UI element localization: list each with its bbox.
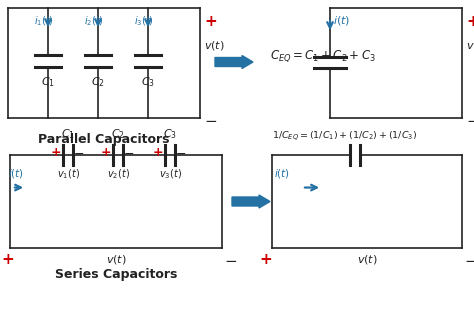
Text: $v(t)$: $v(t)$ xyxy=(204,39,225,52)
Text: $C_1$: $C_1$ xyxy=(41,75,55,89)
Text: $-$: $-$ xyxy=(73,147,84,160)
Text: $i(t)$: $i(t)$ xyxy=(8,166,24,179)
Text: +: + xyxy=(1,252,14,267)
Text: $C_3$: $C_3$ xyxy=(163,127,177,141)
FancyArrow shape xyxy=(232,195,270,208)
Text: $C_1$: $C_1$ xyxy=(61,127,75,141)
Text: $-$: $-$ xyxy=(123,147,135,160)
Text: $i(t)$: $i(t)$ xyxy=(274,166,290,179)
Text: $-$: $-$ xyxy=(224,252,237,267)
Text: $i_2(t)$: $i_2(t)$ xyxy=(84,14,104,28)
Text: $1/C_{EQ}=(1/C_1)+(1/C_2)+(1/C_3)$: $1/C_{EQ}=(1/C_1)+(1/C_2)+(1/C_3)$ xyxy=(272,129,417,143)
Text: $v(t)$: $v(t)$ xyxy=(466,39,474,52)
Text: $v_3(t)$: $v_3(t)$ xyxy=(158,167,182,181)
FancyArrow shape xyxy=(215,55,253,69)
Text: $v(t)$: $v(t)$ xyxy=(106,253,127,266)
Text: +: + xyxy=(100,147,111,160)
Text: $-$: $-$ xyxy=(466,112,474,127)
Text: +: + xyxy=(260,252,273,267)
Text: $v_2(t)$: $v_2(t)$ xyxy=(107,167,129,181)
Text: +: + xyxy=(153,147,164,160)
Text: $i_3(t)$: $i_3(t)$ xyxy=(134,14,154,28)
Text: +: + xyxy=(51,147,61,160)
Text: Series Capacitors: Series Capacitors xyxy=(55,268,177,281)
Text: Parallel Capacitors: Parallel Capacitors xyxy=(38,133,170,146)
Text: $-$: $-$ xyxy=(204,112,217,127)
Text: $-$: $-$ xyxy=(175,147,187,160)
Text: $C_3$: $C_3$ xyxy=(141,75,155,89)
Text: $C_{EQ}=C_1+C_2+C_3$: $C_{EQ}=C_1+C_2+C_3$ xyxy=(270,48,376,64)
Text: +: + xyxy=(466,14,474,29)
Text: +: + xyxy=(204,14,217,29)
Text: $C_2$: $C_2$ xyxy=(111,127,125,141)
Text: $v_1(t)$: $v_1(t)$ xyxy=(56,167,80,181)
Text: $i(t)$: $i(t)$ xyxy=(333,14,350,27)
Text: $v(t)$: $v(t)$ xyxy=(356,253,377,266)
Text: $C_2$: $C_2$ xyxy=(91,75,105,89)
Text: $-$: $-$ xyxy=(464,252,474,267)
Text: $i_1(t)$: $i_1(t)$ xyxy=(34,14,54,28)
